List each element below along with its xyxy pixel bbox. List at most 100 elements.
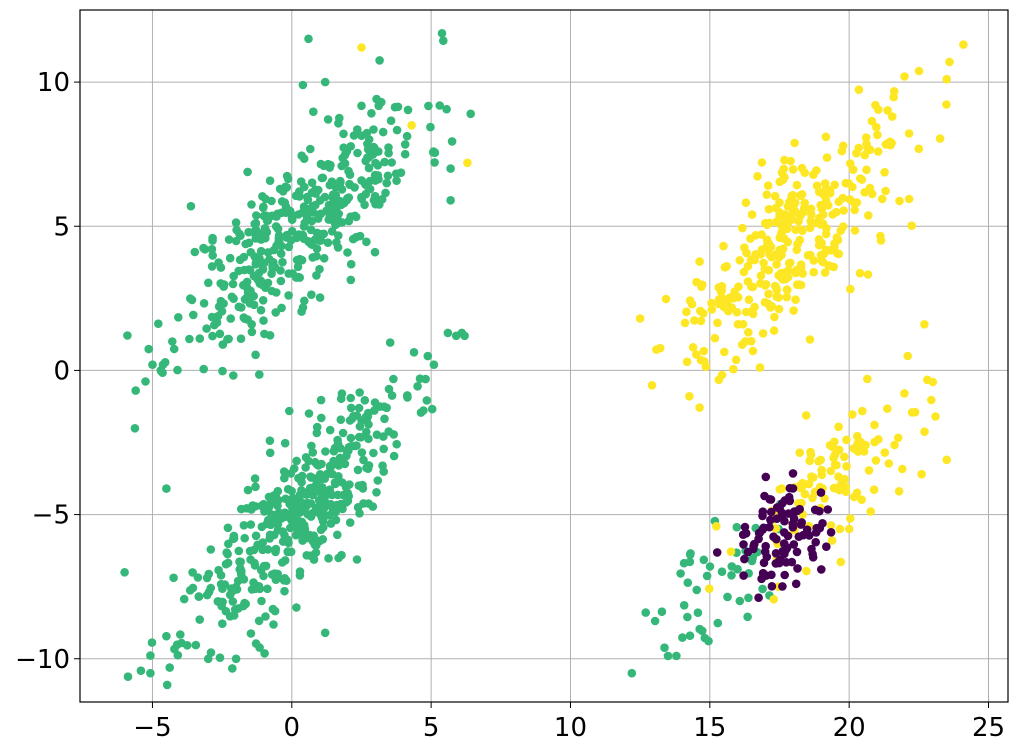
- scatter-point: [848, 410, 857, 419]
- scatter-point: [928, 377, 938, 387]
- scatter-point: [364, 135, 374, 144]
- scatter-point: [812, 166, 821, 175]
- scatter-point: [353, 148, 362, 158]
- scatter-point: [288, 269, 298, 278]
- x-tick-label: 25: [972, 713, 1005, 743]
- scatter-point: [409, 348, 419, 357]
- scatter-point: [699, 346, 709, 356]
- scatter-point: [783, 272, 793, 282]
- scatter-point: [763, 181, 773, 190]
- scatter-point: [904, 194, 914, 204]
- scatter-point: [761, 472, 771, 482]
- scatter-point: [277, 303, 286, 313]
- scatter-point: [265, 176, 275, 185]
- scatter-point: [806, 250, 815, 260]
- scatter-point: [269, 258, 278, 267]
- scatter-point: [246, 520, 256, 529]
- scatter-point: [371, 158, 380, 168]
- scatter-point: [682, 307, 691, 317]
- scatter-point: [780, 570, 789, 580]
- scatter-point: [210, 320, 219, 330]
- scatter-point: [176, 630, 185, 639]
- scatter-point: [754, 593, 763, 602]
- scatter-point: [353, 465, 363, 475]
- scatter-point: [231, 654, 241, 664]
- scatter-point: [720, 263, 730, 272]
- scatter-point: [251, 211, 261, 220]
- scatter-point: [762, 242, 772, 251]
- scatter-point: [767, 301, 776, 311]
- scatter-point: [695, 403, 704, 412]
- scatter-point: [239, 252, 249, 262]
- scatter-point: [447, 137, 457, 146]
- scatter-point: [306, 472, 315, 482]
- scatter-point: [672, 651, 681, 661]
- scatter-point: [848, 182, 857, 192]
- scatter-point: [243, 283, 252, 293]
- scatter-point: [814, 240, 824, 250]
- scatter-point: [224, 235, 234, 244]
- scatter-point: [400, 140, 410, 149]
- scatter-point: [308, 201, 318, 211]
- scatter-point: [389, 451, 399, 461]
- scatter-point: [379, 467, 389, 476]
- scatter-point: [267, 286, 277, 296]
- scatter-point: [280, 473, 289, 483]
- scatter-point: [692, 350, 701, 359]
- scatter-point: [304, 409, 314, 418]
- scatter-point: [889, 87, 899, 96]
- scatter-point: [792, 547, 802, 557]
- scatter-point: [302, 551, 312, 560]
- scatter-point: [261, 612, 270, 621]
- scatter-point: [281, 494, 290, 504]
- scatter-point: [685, 296, 695, 305]
- scatter-point: [811, 537, 820, 547]
- scatter-point: [303, 498, 312, 508]
- scatter-point: [786, 156, 795, 166]
- scatter-point: [796, 191, 805, 200]
- scatter-point: [319, 253, 329, 263]
- scatter-point: [334, 231, 343, 240]
- scatter-point: [747, 210, 757, 219]
- scatter-point: [900, 389, 909, 398]
- scatter-point: [466, 109, 476, 119]
- scatter-point: [273, 224, 283, 234]
- scatter-point: [744, 295, 754, 305]
- scatter-point: [880, 448, 890, 457]
- scatter-point: [890, 440, 899, 450]
- scatter-point: [265, 448, 275, 458]
- scatter-point: [864, 211, 873, 220]
- scatter-point: [846, 514, 855, 523]
- scatter-point: [749, 541, 758, 551]
- scatter-point: [208, 236, 217, 245]
- scatter-point: [864, 466, 874, 475]
- scatter-point: [208, 331, 217, 341]
- scatter-point: [329, 446, 339, 456]
- scatter-point: [860, 150, 870, 160]
- scatter-point: [888, 112, 897, 121]
- scatter-point: [256, 234, 266, 244]
- scatter-point: [392, 439, 402, 449]
- scatter-point: [297, 486, 306, 495]
- scatter-point: [174, 313, 183, 322]
- scatter-point: [246, 629, 256, 638]
- scatter-point: [234, 302, 244, 312]
- scatter-point: [771, 203, 781, 213]
- scatter-point: [463, 158, 472, 168]
- scatter-point: [316, 209, 326, 219]
- scatter-point: [346, 393, 356, 403]
- scatter-point: [136, 666, 146, 675]
- scatter-point: [876, 231, 885, 241]
- scatter-point: [746, 255, 756, 265]
- scatter-point: [794, 280, 804, 289]
- scatter-point: [776, 220, 786, 230]
- scatter-point: [682, 357, 692, 367]
- scatter-point: [368, 149, 378, 158]
- scatter-point: [223, 558, 233, 568]
- scatter-point: [900, 72, 909, 81]
- scatter-point: [244, 227, 253, 237]
- scatter-point: [361, 156, 371, 166]
- scatter-point: [841, 487, 851, 497]
- scatter-point: [214, 302, 224, 311]
